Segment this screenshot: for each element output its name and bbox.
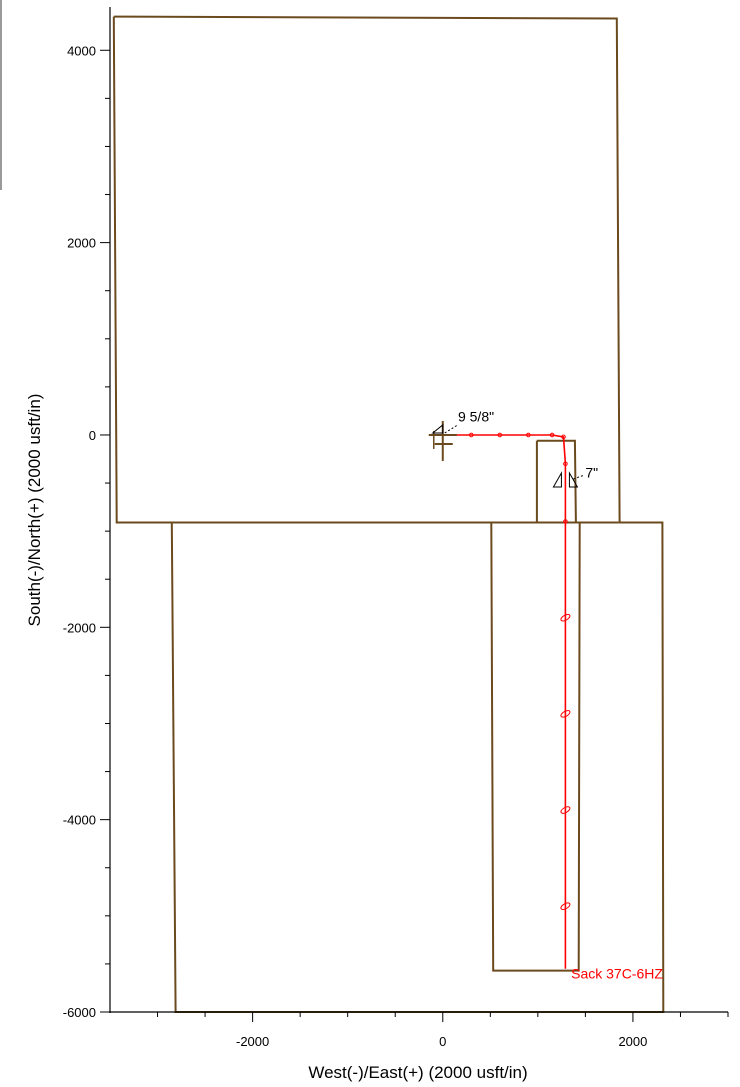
boundary-line-3 — [535, 439, 577, 524]
y-tick-label: 2000 — [67, 236, 96, 251]
casing-7-marker-left — [552, 471, 562, 488]
y-tick-label: -6000 — [63, 1005, 96, 1020]
wellpath-line — [442, 434, 567, 969]
casing-9-5-8-leader — [444, 424, 458, 434]
wellpath-point — [497, 432, 503, 438]
wellpath-point — [549, 432, 555, 438]
casing-label: 7" — [585, 464, 598, 480]
wellpath-point — [526, 432, 531, 438]
y-tick-label: -4000 — [63, 813, 96, 828]
wellpath-point — [560, 806, 571, 814]
y-axis-title: South(-)/North(+) (2000 usft/in) — [25, 394, 44, 627]
x-tick-label: -2000 — [236, 1034, 269, 1049]
wellpath-point — [560, 613, 571, 622]
wellpath-point — [561, 434, 566, 440]
boundary-line-2 — [490, 522, 581, 972]
casing-7-leader — [573, 474, 584, 480]
well-name-label: Sack 37C-6HZ — [571, 966, 663, 982]
y-tick-label: 4000 — [67, 43, 96, 58]
y-tick-label: 0 — [89, 428, 96, 443]
wellpath-point — [563, 461, 568, 467]
casing-7-marker-right — [568, 471, 579, 488]
wellpath-point — [468, 432, 474, 438]
y-tick-label: -2000 — [63, 620, 96, 635]
casing-9-5-8-marker — [431, 423, 444, 434]
x-tick-label: 0 — [439, 1034, 446, 1049]
wellpath-point — [560, 902, 571, 911]
x-tick-label: 2000 — [618, 1034, 647, 1049]
wellpath-point — [560, 710, 571, 718]
boundary-line-0 — [112, 15, 665, 1013]
casing-label: 9 5/8" — [458, 409, 494, 425]
x-axis-title: West(-)/East(+) (2000 usft/in) — [308, 1063, 527, 1082]
left-edge-bar — [0, 0, 2, 190]
wellpath-point — [563, 519, 568, 524]
